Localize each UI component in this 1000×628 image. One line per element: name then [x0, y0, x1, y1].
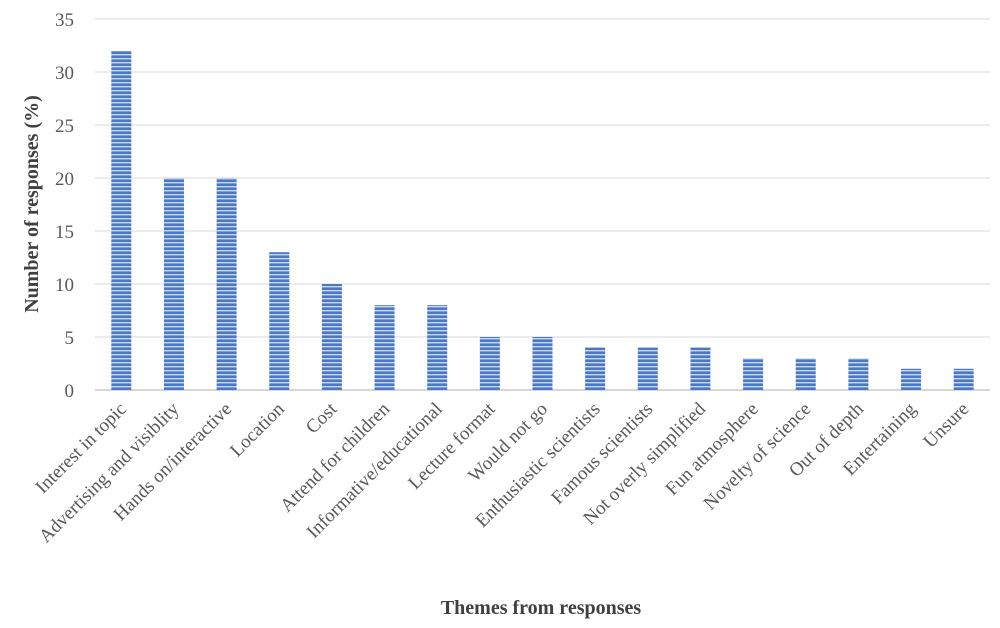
bar [690, 347, 711, 390]
bar [374, 305, 395, 390]
x-category-label: Cost [302, 398, 342, 438]
y-tick-label: 20 [55, 169, 74, 190]
bar [637, 347, 658, 390]
bar [532, 337, 553, 390]
y-axis-title: Number of responses (%) [21, 95, 43, 313]
y-tick-label: 5 [65, 328, 75, 349]
x-category-label: Fun atmosphere [662, 399, 763, 500]
bar [427, 305, 448, 390]
bar [163, 178, 184, 390]
gridlines [95, 18, 990, 391]
x-category-label: Location [226, 398, 289, 461]
bar [216, 178, 237, 390]
bar [901, 368, 922, 390]
bar [321, 284, 342, 390]
x-axis-title: Themes from responses [441, 597, 642, 619]
y-axis-ticks: 0 5 10 15 20 25 30 35 [55, 10, 74, 402]
x-category-label: Interest in topic [32, 399, 131, 498]
y-tick-label: 10 [55, 275, 74, 296]
y-tick-label: 15 [55, 222, 74, 243]
bar [479, 337, 500, 390]
bar [953, 368, 974, 390]
bar [848, 358, 869, 390]
bar [111, 50, 132, 391]
bar [743, 358, 764, 390]
bar [795, 358, 816, 390]
y-tick-label: 0 [65, 381, 75, 402]
y-tick-label: 30 [55, 63, 74, 84]
y-tick-label: 25 [55, 116, 74, 137]
bar [585, 347, 606, 390]
bars [111, 50, 974, 391]
y-tick-label: 35 [55, 10, 74, 31]
bar [269, 252, 290, 390]
x-category-label: Unsure [920, 399, 974, 453]
